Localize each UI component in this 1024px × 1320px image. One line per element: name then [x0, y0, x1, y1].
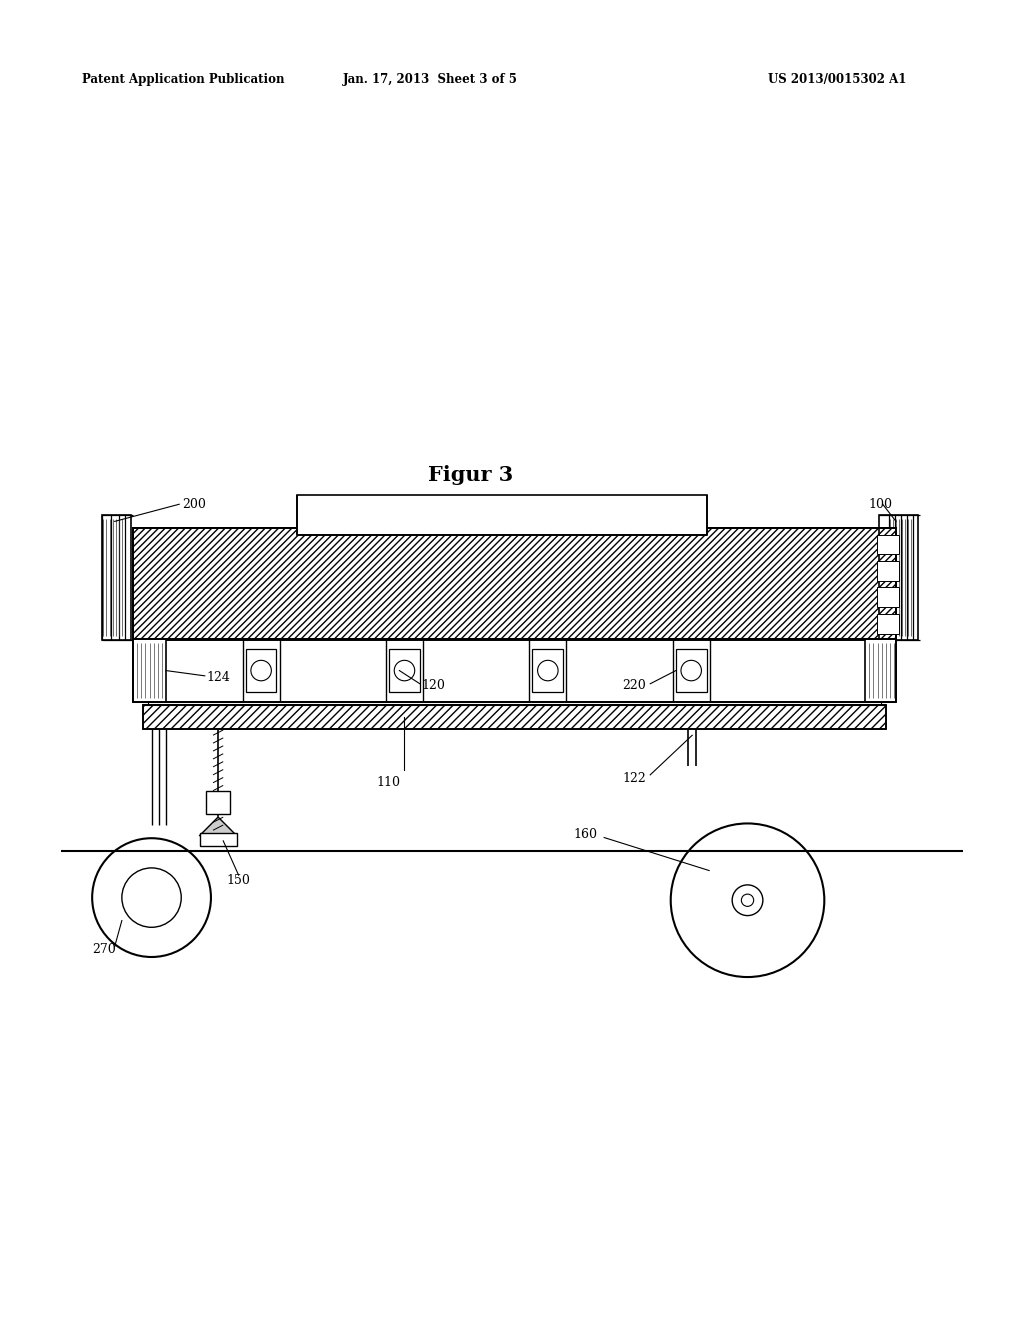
Text: 100: 100 [868, 498, 892, 511]
Ellipse shape [122, 869, 181, 927]
Text: 110: 110 [377, 776, 400, 789]
Ellipse shape [671, 824, 824, 977]
Bar [133, 528, 896, 640]
Bar [246, 649, 276, 692]
Ellipse shape [732, 884, 763, 916]
Bar [877, 561, 899, 581]
Bar [206, 791, 230, 814]
Bar [532, 649, 563, 692]
Text: 150: 150 [226, 874, 250, 887]
Text: 220: 220 [623, 678, 646, 692]
Text: 160: 160 [573, 829, 597, 841]
Bar [877, 587, 899, 607]
Text: Patent Application Publication: Patent Application Publication [82, 73, 285, 86]
Bar [143, 705, 886, 729]
Bar [143, 705, 886, 729]
Text: 124: 124 [207, 671, 230, 684]
Bar [133, 528, 896, 640]
Bar [143, 705, 886, 729]
Text: 200: 200 [182, 498, 206, 511]
Bar [102, 515, 131, 640]
Bar [297, 495, 707, 535]
Bar [389, 649, 420, 692]
Bar [133, 639, 896, 702]
Ellipse shape [681, 660, 701, 681]
Bar [879, 515, 918, 640]
Bar [676, 649, 707, 692]
Bar [133, 528, 896, 640]
Ellipse shape [92, 838, 211, 957]
Ellipse shape [741, 894, 754, 907]
Ellipse shape [538, 660, 558, 681]
Text: Figur 3: Figur 3 [428, 465, 514, 486]
Text: Jan. 17, 2013  Sheet 3 of 5: Jan. 17, 2013 Sheet 3 of 5 [343, 73, 517, 86]
Text: US 2013/0015302 A1: US 2013/0015302 A1 [768, 73, 906, 86]
Bar [133, 639, 166, 702]
Ellipse shape [251, 660, 271, 681]
Text: 120: 120 [422, 678, 445, 692]
Ellipse shape [394, 660, 415, 681]
Bar [877, 535, 899, 554]
Text: 122: 122 [623, 772, 646, 785]
Bar [865, 639, 896, 702]
Bar [200, 833, 237, 846]
Polygon shape [200, 817, 237, 836]
Bar [877, 614, 899, 634]
Text: 270: 270 [92, 942, 116, 956]
